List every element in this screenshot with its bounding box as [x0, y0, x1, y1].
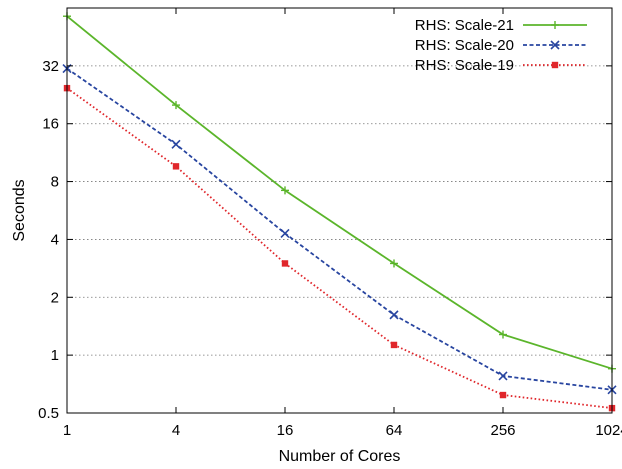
- legend-item: RHS: Scale-20: [415, 37, 587, 54]
- data-point: [281, 260, 289, 267]
- data-point: [389, 310, 399, 320]
- x-axis-label: Number of Cores: [279, 448, 401, 465]
- data-point: [390, 259, 398, 268]
- x-tick-label: 4: [172, 422, 180, 439]
- data-point: [499, 330, 507, 339]
- legend-item: RHS: Scale-19: [415, 57, 587, 74]
- legend: RHS: Scale-21 RHS: Scale-20 RHS: Scale-19: [415, 17, 587, 74]
- legend-item: RHS: Scale-21: [415, 17, 587, 34]
- legend-label: RHS: Scale-19: [415, 57, 514, 74]
- series-line: [66, 87, 613, 409]
- legend-label: RHS: Scale-20: [415, 37, 514, 54]
- y-tick-label: 16: [42, 116, 59, 133]
- legend-label: RHS: Scale-21: [415, 17, 514, 34]
- data-point: [498, 371, 508, 381]
- x-tick-label: 64: [386, 422, 403, 439]
- plot-frame: [66, 7, 613, 414]
- y-tick-label: 0.5: [38, 405, 59, 422]
- y-axis-ticks: 0.5 1 2 4 8 16 32: [38, 58, 612, 422]
- y-tick-label: 2: [51, 289, 59, 306]
- data-point: [171, 139, 181, 149]
- data-point: [550, 40, 560, 50]
- x-axis-ticks: 1 4 16 64 256 1024: [63, 8, 622, 439]
- y-axis-label: Seconds: [11, 179, 28, 241]
- x-tick-label: 16: [277, 422, 294, 439]
- y-tick-label: 32: [42, 58, 59, 75]
- data-point: [499, 391, 507, 399]
- y-tick-label: 8: [51, 174, 59, 191]
- data-point: [281, 186, 289, 195]
- data-point: [551, 21, 559, 29]
- series: [63, 12, 616, 373]
- data-point: [172, 101, 180, 110]
- y-tick-label: 4: [51, 231, 59, 248]
- x-tick-label: 256: [490, 422, 515, 439]
- series-line: [66, 67, 613, 391]
- data-point: [551, 61, 559, 69]
- series-layer: [62, 12, 617, 412]
- data-point: [280, 228, 290, 238]
- y-tick-label: 1: [51, 347, 59, 364]
- grid-lines: [67, 65, 612, 356]
- series-line: [66, 15, 613, 370]
- data-point: [390, 341, 398, 349]
- x-tick-label: 1024: [595, 422, 622, 439]
- series: [63, 84, 616, 412]
- x-tick-label: 1: [63, 422, 71, 439]
- data-point: [172, 163, 180, 170]
